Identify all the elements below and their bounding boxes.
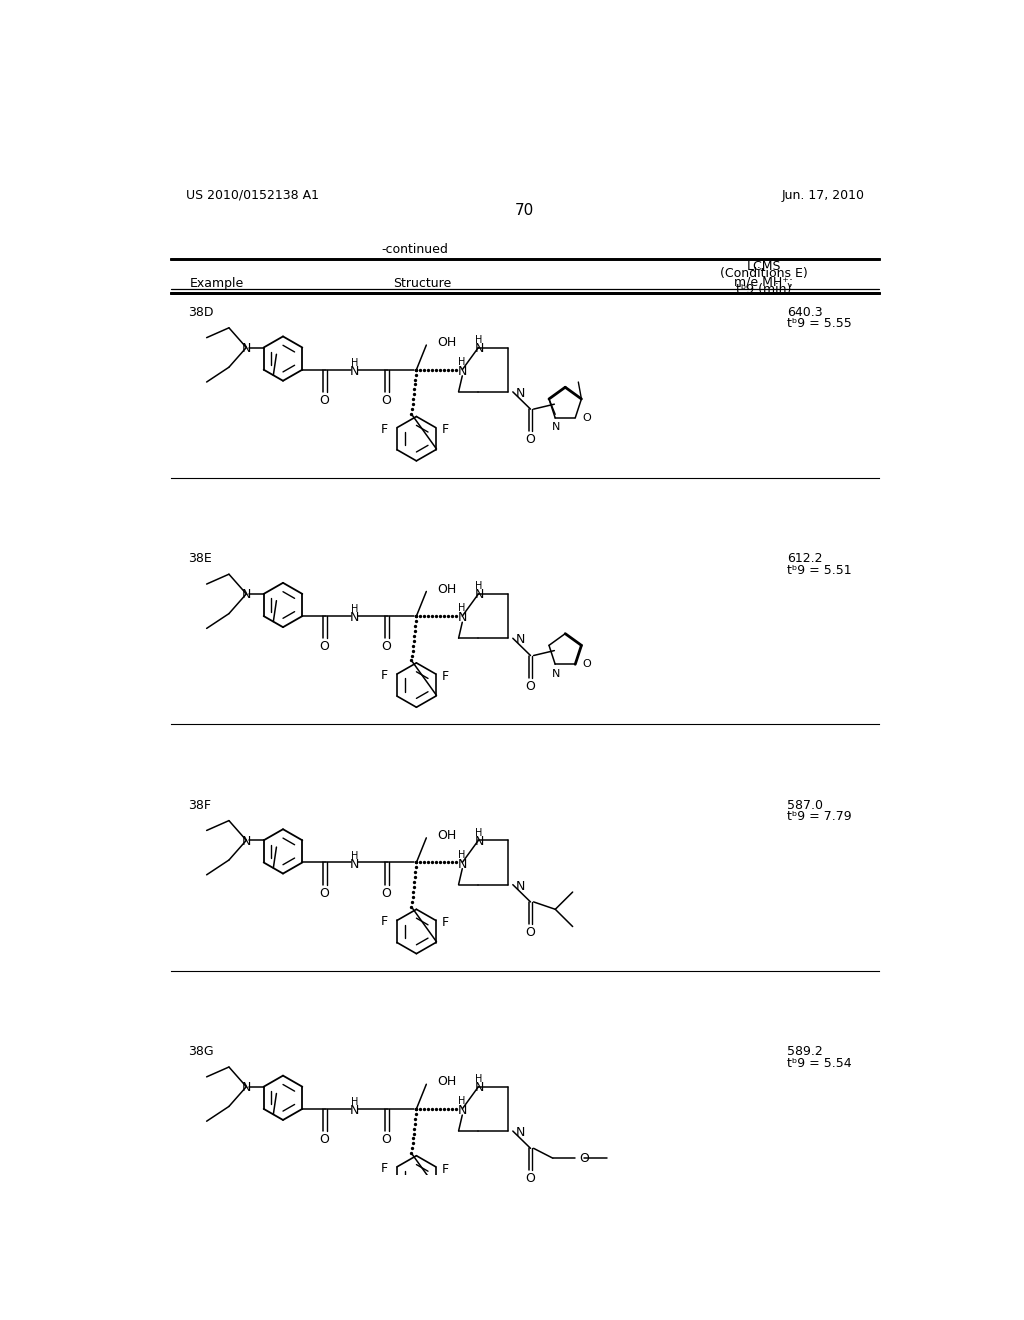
Text: 38F: 38F bbox=[188, 799, 211, 812]
Text: O: O bbox=[382, 887, 391, 900]
Text: Jun. 17, 2010: Jun. 17, 2010 bbox=[781, 189, 864, 202]
Text: N: N bbox=[474, 342, 484, 355]
Text: H: H bbox=[459, 603, 466, 614]
Text: US 2010/0152138 A1: US 2010/0152138 A1 bbox=[186, 189, 319, 202]
Text: N: N bbox=[242, 589, 251, 601]
Text: 38E: 38E bbox=[188, 552, 212, 565]
Text: Structure: Structure bbox=[393, 277, 452, 289]
Text: N: N bbox=[350, 364, 359, 378]
Text: -continued: -continued bbox=[381, 243, 449, 256]
Text: H: H bbox=[475, 828, 483, 838]
Text: 38D: 38D bbox=[188, 306, 214, 319]
Text: (Conditions E): (Conditions E) bbox=[720, 268, 807, 280]
Text: H: H bbox=[475, 581, 483, 591]
Text: N: N bbox=[474, 834, 484, 847]
Text: N: N bbox=[350, 1104, 359, 1117]
Text: N: N bbox=[458, 1104, 467, 1117]
Text: O: O bbox=[382, 640, 391, 653]
Text: N: N bbox=[516, 387, 525, 400]
Text: N: N bbox=[350, 858, 359, 870]
Text: O: O bbox=[525, 433, 536, 446]
Text: N: N bbox=[516, 634, 525, 647]
Text: O: O bbox=[319, 887, 330, 900]
Text: OH: OH bbox=[437, 582, 457, 595]
Text: O: O bbox=[319, 640, 330, 653]
Text: F: F bbox=[442, 424, 450, 437]
Text: N: N bbox=[458, 858, 467, 870]
Text: F: F bbox=[442, 1163, 450, 1176]
Text: H: H bbox=[351, 605, 358, 614]
Text: 587.0: 587.0 bbox=[786, 799, 822, 812]
Text: OH: OH bbox=[437, 1076, 457, 1089]
Text: tᵇ9 (min): tᵇ9 (min) bbox=[736, 282, 792, 296]
Text: N: N bbox=[242, 342, 251, 355]
Text: 38G: 38G bbox=[188, 1045, 214, 1059]
Text: N: N bbox=[516, 879, 525, 892]
Text: N: N bbox=[458, 611, 467, 624]
Text: m/e MH⁺;: m/e MH⁺; bbox=[734, 275, 793, 288]
Text: H: H bbox=[475, 335, 483, 345]
Text: F: F bbox=[442, 669, 450, 682]
Text: F: F bbox=[381, 669, 388, 682]
Text: 70: 70 bbox=[515, 203, 535, 218]
Text: O: O bbox=[382, 1133, 391, 1146]
Text: Example: Example bbox=[190, 277, 245, 289]
Text: N: N bbox=[350, 611, 359, 624]
Text: N: N bbox=[458, 364, 467, 378]
Text: 640.3: 640.3 bbox=[786, 306, 822, 319]
Text: O: O bbox=[319, 393, 330, 407]
Text: N: N bbox=[474, 1081, 484, 1094]
Text: F: F bbox=[442, 916, 450, 929]
Text: N: N bbox=[552, 422, 560, 432]
Text: H: H bbox=[459, 1096, 466, 1106]
Text: O: O bbox=[579, 1151, 589, 1164]
Text: F: F bbox=[381, 916, 388, 928]
Text: OH: OH bbox=[437, 829, 457, 842]
Text: N: N bbox=[242, 834, 251, 847]
Text: 612.2: 612.2 bbox=[786, 552, 822, 565]
Text: O: O bbox=[525, 927, 536, 939]
Text: OH: OH bbox=[437, 337, 457, 350]
Text: LCMS: LCMS bbox=[746, 260, 780, 273]
Text: tᵇ9 = 5.54: tᵇ9 = 5.54 bbox=[786, 1056, 851, 1069]
Text: N: N bbox=[474, 589, 484, 601]
Text: F: F bbox=[381, 422, 388, 436]
Text: N: N bbox=[242, 1081, 251, 1094]
Text: O: O bbox=[525, 1172, 536, 1185]
Text: tᵇ9 = 5.55: tᵇ9 = 5.55 bbox=[786, 317, 852, 330]
Text: H: H bbox=[459, 356, 466, 367]
Text: F: F bbox=[381, 1162, 388, 1175]
Text: H: H bbox=[459, 850, 466, 859]
Text: N: N bbox=[552, 668, 560, 678]
Text: tᵇ9 = 5.51: tᵇ9 = 5.51 bbox=[786, 564, 851, 577]
Text: O: O bbox=[525, 680, 536, 693]
Text: 589.2: 589.2 bbox=[786, 1045, 822, 1059]
Text: O: O bbox=[319, 1133, 330, 1146]
Text: H: H bbox=[475, 1074, 483, 1084]
Text: O: O bbox=[382, 393, 391, 407]
Text: O: O bbox=[583, 413, 591, 422]
Text: N: N bbox=[516, 1126, 525, 1139]
Text: H: H bbox=[351, 850, 358, 861]
Text: H: H bbox=[351, 358, 358, 368]
Text: O: O bbox=[583, 659, 591, 669]
Text: H: H bbox=[351, 1097, 358, 1107]
Text: tᵇ9 = 7.79: tᵇ9 = 7.79 bbox=[786, 810, 851, 824]
